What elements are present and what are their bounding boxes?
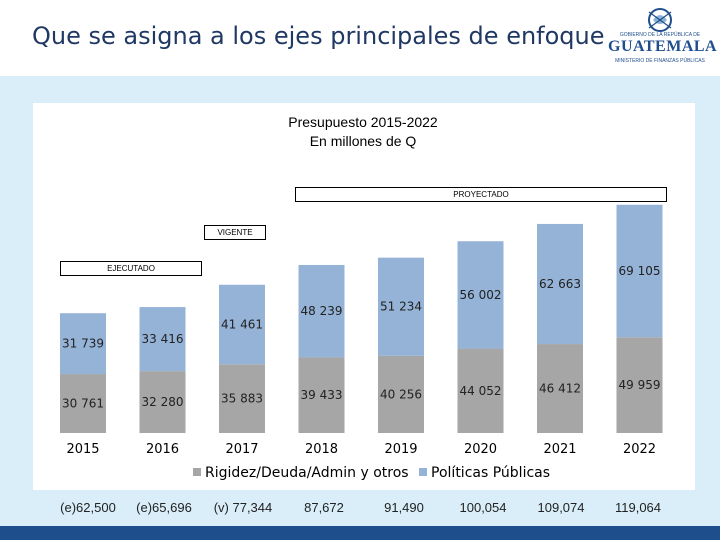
total-2017: (v) 77,344: [213, 500, 273, 515]
data-label-rigidez-2022: 49 959: [619, 378, 661, 392]
guatemala-logo: GOBIERNO DE LA REPÚBLICA DE GUATEMALA MI…: [608, 6, 718, 68]
data-label-politicas-2017: 41 461: [221, 317, 263, 331]
bar-politicas-2020: [457, 241, 504, 349]
bar-politicas-2018: [298, 264, 345, 358]
projected-tag: PROYECTADO: [295, 187, 667, 202]
chart-plot: 30 761 31 739 2015 32 280 33 416 2016 35 883 41…: [60, 204, 663, 457]
logo-subtitle: MINISTERIO DE FINANZAS PÚBLICAS: [615, 58, 705, 64]
bar-rigidez-2020: [457, 348, 504, 433]
x-tick-2018: 2018: [305, 442, 338, 457]
bar-politicas-2017: [219, 284, 265, 365]
bar-rigidez-2019: [378, 355, 424, 433]
totals-row: (e)62,500 (e)65,696 (v) 77,344 87,672 91…: [0, 492, 720, 522]
bar-politicas-2015: [60, 313, 106, 375]
bar-rigidez-2021: [537, 344, 583, 433]
legend-label-rigidez: Rigidez/Deuda/Admin y otros: [205, 465, 409, 481]
bar-politicas-2019: [378, 257, 424, 356]
bar-politicas-2022: [616, 204, 663, 338]
bar-politicas-2016: [139, 307, 186, 372]
total-2016: (e)65,696: [136, 500, 192, 515]
data-label-rigidez-2020: 44 052: [460, 384, 502, 398]
bottom-bar: [0, 526, 720, 540]
data-label-rigidez-2015: 30 761: [62, 397, 104, 411]
data-label-politicas-2020: 56 002: [460, 288, 502, 302]
data-label-politicas-2015: 31 739: [62, 337, 104, 351]
chart-legend: Rigidez/Deuda/Admin y otros Políticas Pú…: [193, 465, 573, 481]
total-2019: 91,490: [384, 500, 424, 515]
chart-title-line2: En millones de Q: [309, 133, 417, 149]
data-label-rigidez-2018: 39 433: [301, 388, 343, 402]
data-label-rigidez-2016: 32 280: [142, 395, 184, 409]
total-2021: 109,074: [537, 500, 585, 515]
slide-title: Que se asigna a los ejes principales de …: [32, 22, 605, 50]
bar-rigidez-2022: [616, 337, 663, 433]
data-label-rigidez-2017: 35 883: [221, 392, 263, 406]
legend-label-politicas: Políticas Públicas: [431, 465, 551, 481]
bar-politicas-2021: [537, 223, 583, 345]
chart-area: 30 761 31 739 2015 32 280 33 416 2016 35 883 41…: [33, 103, 695, 490]
data-label-rigidez-2019: 40 256: [380, 387, 422, 401]
logo-top-text: GOBIERNO DE LA REPÚBLICA DE: [619, 32, 701, 38]
data-label-rigidez-2021: 46 412: [539, 382, 581, 396]
chart-title: Presupuesto 2015-2022 En millones de Q: [233, 113, 493, 151]
data-label-politicas-2018: 48 239: [301, 304, 343, 318]
bar-rigidez-2018: [298, 357, 345, 433]
current-tag: VIGENTE: [204, 225, 266, 240]
x-tick-2022: 2022: [623, 442, 656, 457]
data-label-politicas-2016: 33 416: [142, 332, 184, 346]
total-2022: 119,064: [614, 500, 662, 515]
x-tick-2021: 2021: [543, 442, 576, 457]
total-2018: 87,672: [304, 500, 344, 515]
x-tick-2017: 2017: [225, 442, 258, 457]
bar-rigidez-2015: [60, 374, 106, 433]
bar-rigidez-2017: [219, 364, 265, 433]
slide-header: Que se asigna a los ejes principales de …: [0, 0, 720, 76]
x-tick-2019: 2019: [384, 442, 417, 457]
bar-rigidez-2016: [139, 371, 186, 433]
x-tick-2015: 2015: [66, 442, 99, 457]
x-tick-2016: 2016: [146, 442, 179, 457]
logo-wordmark: GUATEMALA: [608, 38, 718, 55]
data-label-politicas-2021: 62 663: [539, 277, 581, 291]
total-2015: (e)62,500: [60, 500, 116, 515]
chart-title-line1: Presupuesto 2015-2022: [288, 114, 438, 130]
x-tick-2020: 2020: [464, 442, 497, 457]
coat-of-arms-icon: [648, 8, 672, 32]
data-label-politicas-2019: 51 234: [380, 300, 422, 314]
data-label-politicas-2022: 69 105: [619, 264, 661, 278]
legend-swatch-rigidez: [193, 468, 201, 476]
executed-tag: EJECUTADO: [60, 261, 202, 276]
total-2020: 100,054: [459, 500, 507, 515]
legend-swatch-politicas: [419, 468, 428, 476]
